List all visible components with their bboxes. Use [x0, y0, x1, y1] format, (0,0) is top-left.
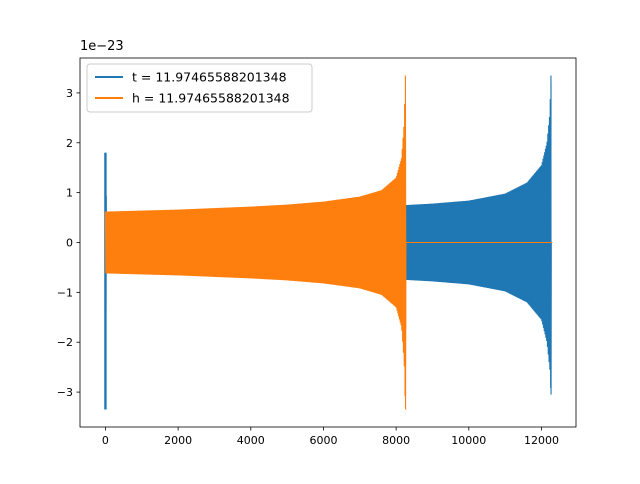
x-tick-label: 12000 [524, 434, 559, 447]
y-tick-label: 0 [66, 237, 73, 250]
series-path [104, 75, 553, 410]
x-tick-label: 8000 [382, 434, 410, 447]
y-tick-label: −1 [57, 286, 73, 299]
legend-box [86, 63, 313, 113]
series-h-line [104, 75, 553, 410]
y-tick-label: 3 [66, 87, 73, 100]
legend-item: t = 11.97465588201348 [95, 70, 287, 85]
x-tick-label: 0 [102, 434, 109, 447]
y-tick-label: −3 [57, 386, 73, 399]
x-tick-label: 4000 [237, 434, 265, 447]
legend: t = 11.97465588201348 h = 11.974655882013… [86, 63, 313, 113]
y-tick-label: −2 [57, 336, 73, 349]
y-tick-label: 1 [66, 187, 73, 200]
x-tick-label: 10000 [451, 434, 486, 447]
y-tick-label: 2 [66, 137, 73, 150]
x-tick-label: 6000 [309, 434, 337, 447]
x-tick-label: 2000 [164, 434, 192, 447]
legend-label: t = 11.97465588201348 [132, 70, 287, 85]
x-axis: 0 2000 4000 6000 8000 10000 12000 [102, 427, 559, 447]
y-axis-offset-text: 1e−23 [80, 39, 124, 54]
legend-item: h = 11.97465588201348 [95, 91, 290, 106]
plot-area [104, 75, 553, 410]
legend-label: h = 11.97465588201348 [132, 91, 290, 106]
y-axis: −3 −2 −1 0 1 2 3 [57, 87, 80, 399]
